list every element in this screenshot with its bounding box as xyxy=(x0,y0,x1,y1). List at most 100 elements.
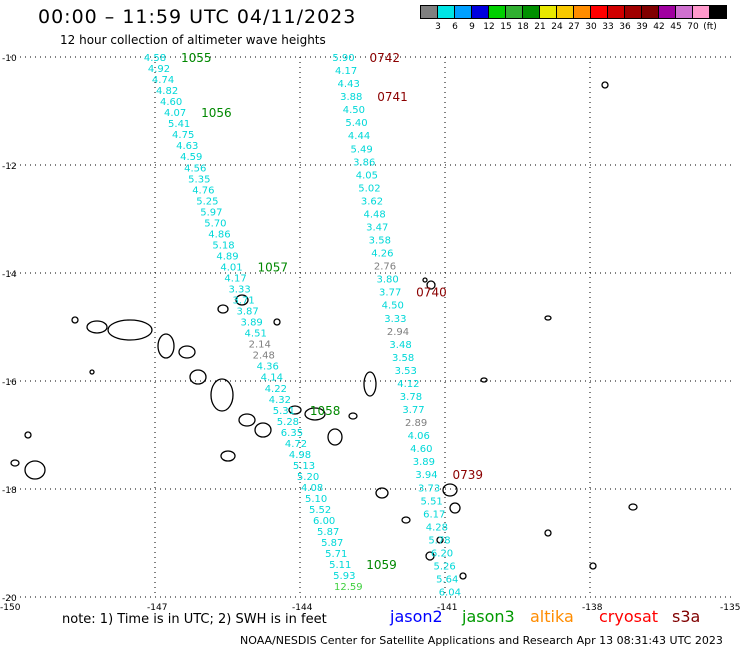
wave-height-value: 4.63 xyxy=(176,141,198,152)
lat-label: -20 xyxy=(2,594,17,604)
wave-height-value: 5.87 xyxy=(317,527,339,538)
wave-height-value: 4.58 xyxy=(144,53,166,64)
island-outline xyxy=(71,316,79,324)
island-outline xyxy=(157,333,175,359)
wave-height-value: 5.11 xyxy=(329,560,351,571)
island-outline xyxy=(235,294,249,306)
island-outline xyxy=(436,536,444,544)
wave-height-value: 4.92 xyxy=(148,64,170,75)
wave-height-value: 5.40 xyxy=(345,118,367,129)
wave-height-value: 3.77 xyxy=(379,288,401,299)
wave-height-value: 4.60 xyxy=(410,444,432,455)
wave-height-value: 5.10 xyxy=(305,494,327,505)
wave-height-value: 3.71 xyxy=(232,296,254,307)
wave-height-value: 4.07 xyxy=(164,108,186,119)
island-outline xyxy=(628,503,638,511)
lat-label: -12 xyxy=(2,162,17,172)
lat-label: -10 xyxy=(2,54,17,64)
wave-height-value: 4.51 xyxy=(245,329,267,340)
map-title: 00:00 – 11:59 UTC 04/11/2023 xyxy=(38,6,357,28)
island-outline xyxy=(544,315,552,321)
wave-height-value: 4.74 xyxy=(152,75,174,86)
wave-height-value: 4.12 xyxy=(397,379,419,390)
pass-label: 1056 xyxy=(201,106,232,120)
wave-height-value: 5.87 xyxy=(321,538,343,549)
island-outline xyxy=(89,369,95,375)
island-outline xyxy=(288,405,302,415)
wave-height-value: 4.26 xyxy=(371,249,393,260)
colorbar-label: 70 xyxy=(687,22,699,32)
wave-height-value: 3.78 xyxy=(400,392,422,403)
wave-height-value: 4.72 xyxy=(285,439,307,450)
wave-height-value: 4.28 xyxy=(426,522,448,533)
wave-height-value: 5.78 xyxy=(428,535,450,546)
island-outline xyxy=(449,502,461,514)
pass-label: 1055 xyxy=(181,51,212,65)
island-outline xyxy=(327,428,343,446)
lat-label: -14 xyxy=(2,270,17,280)
satellite-legend-altika: altika xyxy=(530,607,574,626)
lon-label: -141 xyxy=(437,603,457,613)
wave-height-value: 5.71 xyxy=(325,549,347,560)
wave-height-value: 3.33 xyxy=(384,314,406,325)
wave-height-value: 4.86 xyxy=(208,229,230,240)
colorbar-label: 21 xyxy=(534,22,546,32)
island-outline xyxy=(254,422,272,438)
island-outline xyxy=(480,377,488,383)
wave-height-value: 3.88 xyxy=(340,92,362,103)
wave-height-value: 4.82 xyxy=(156,86,178,97)
wave-height-value: 2.76 xyxy=(374,262,396,273)
lat-label: -18 xyxy=(2,486,17,496)
colorbar-label: 27 xyxy=(568,22,580,32)
altimeter-tracks: 4.584.924.744.824.604.075.414.754.634.59… xyxy=(144,51,483,599)
satellite-legend-cryosat: cryosat xyxy=(599,607,659,626)
colorbar-label: 24 xyxy=(551,22,563,32)
wave-height-value: 3.80 xyxy=(376,275,398,286)
wave-height-value: 12.59 xyxy=(334,582,363,593)
island-outline xyxy=(459,572,467,580)
island-outline xyxy=(24,431,32,439)
island-outline xyxy=(304,407,326,421)
island-outlines xyxy=(10,81,638,580)
wave-height-value: 5.25 xyxy=(196,196,218,207)
wave-height-value: 4.76 xyxy=(192,185,214,196)
island-outline xyxy=(442,483,458,497)
island-outline xyxy=(86,320,108,334)
island-outline xyxy=(238,413,256,427)
colorbar-label: 6 xyxy=(452,22,458,32)
island-outline xyxy=(210,378,234,412)
wave-height-value: 6.04 xyxy=(439,588,461,599)
wave-height-value: 4.14 xyxy=(261,373,283,384)
island-outline xyxy=(273,318,281,326)
satellite-legend-jason3: jason3 xyxy=(462,607,515,626)
colorbar-label: 39 xyxy=(636,22,648,32)
wave-height-value: 4.59 xyxy=(180,152,202,163)
island-outline xyxy=(217,304,229,314)
wave-height-value: 5.64 xyxy=(436,575,458,586)
wave-height-value: 6.20 xyxy=(431,548,453,559)
wave-height-value: 4.50 xyxy=(382,301,404,312)
wave-height-value: 3.89 xyxy=(241,318,263,329)
wave-height-value: 5.20 xyxy=(297,472,319,483)
wave-height-value: 2.48 xyxy=(253,351,275,362)
island-outline xyxy=(24,460,46,480)
wave-height-value: 4.32 xyxy=(269,395,291,406)
island-outline xyxy=(422,277,428,283)
wave-height-value: 3.89 xyxy=(413,457,435,468)
wave-height-value: 5.52 xyxy=(309,505,331,516)
wave-height-value: 3.53 xyxy=(395,366,417,377)
wave-height-value: 4.06 xyxy=(408,431,430,442)
wave-height-value: 3.58 xyxy=(369,236,391,247)
wave-height-value: 3.73 xyxy=(418,483,440,494)
pass-label: 1058 xyxy=(310,404,341,418)
lon-label: -138 xyxy=(582,603,603,613)
wave-height-value: 3.48 xyxy=(389,340,411,351)
colorbar-swatch xyxy=(709,5,727,19)
colorbar-label: 9 xyxy=(469,22,475,32)
wave-height-value: 6.17 xyxy=(423,509,445,520)
island-outline xyxy=(189,369,207,385)
wave-height-value: 4.08 xyxy=(301,483,323,494)
satellite-legend-s3a: s3a xyxy=(672,607,701,626)
colorbar-label: (ft) xyxy=(703,22,717,32)
